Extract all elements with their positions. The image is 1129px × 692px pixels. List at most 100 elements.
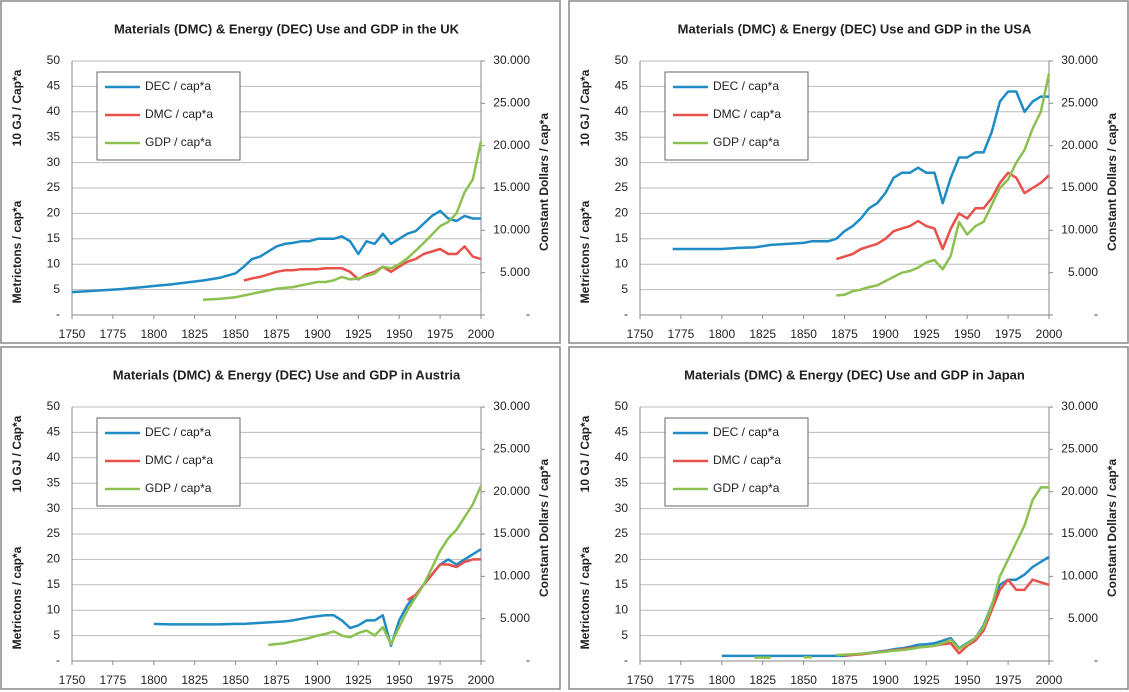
- y2-tick-label: 25.000: [493, 442, 530, 456]
- y-axis-label: Metrictons / cap*a: [10, 546, 24, 649]
- y2-tick-label: 15.000: [493, 526, 530, 540]
- y-tick-label: -: [56, 307, 60, 321]
- y-tick-label: 10: [615, 602, 629, 616]
- legend-label: DMC / cap*a: [713, 107, 781, 121]
- y-tick-label: 5: [53, 628, 60, 642]
- y-tick-label: 20: [615, 552, 629, 566]
- chart-panel: Materials (DMC) & Energy (DEC) Use and G…: [568, 346, 1129, 690]
- x-tick-label: 1750: [59, 673, 86, 687]
- y-tick-label: 40: [615, 104, 629, 118]
- y-tick-label: 15: [47, 577, 61, 591]
- y2-tick-label: -: [526, 307, 530, 321]
- y2-tick-label: -: [526, 653, 530, 667]
- y2-tick-label: 10.000: [1061, 223, 1098, 237]
- panel-frame: [0, 0, 561, 344]
- y2-tick-label: 15.000: [493, 180, 530, 194]
- chart-panel: Materials (DMC) & Energy (DEC) Use and G…: [0, 0, 561, 344]
- x-tick-label: 1775: [100, 673, 127, 687]
- y2-tick-label: 20.000: [1061, 484, 1098, 498]
- series-line: [672, 90, 1049, 251]
- y-tick-label: 20: [47, 206, 61, 220]
- y2-axis-label: Constant Dollars / cap*a: [537, 459, 551, 597]
- y-tick-label: 5: [621, 628, 628, 642]
- y-axis-label: 10 GJ / Cap*a: [10, 415, 24, 492]
- y2-tick-label: 30.000: [1061, 53, 1098, 67]
- y2-tick-label: 15.000: [1061, 180, 1098, 194]
- x-tick-label: 1750: [627, 673, 654, 687]
- y-tick-label: -: [624, 653, 628, 667]
- y-tick-label: 50: [47, 53, 61, 67]
- x-tick-label: 1875: [831, 673, 858, 687]
- y-tick-label: 45: [615, 79, 629, 93]
- y-tick-label: 15: [47, 231, 61, 245]
- chart-title: Materials (DMC) & Energy (DEC) Use and G…: [678, 21, 1032, 36]
- y-tick-label: 50: [47, 399, 61, 413]
- y-axis-label: Metrictons / cap*a: [578, 546, 592, 649]
- x-tick-label: 1825: [749, 673, 776, 687]
- legend-label: DEC / cap*a: [713, 425, 779, 439]
- x-tick-label: 2000: [1036, 673, 1063, 687]
- x-tick-label: 1950: [954, 673, 981, 687]
- x-tick-label: 1900: [304, 327, 331, 341]
- y-tick-label: 50: [615, 399, 629, 413]
- legend-label: DEC / cap*a: [713, 79, 779, 93]
- x-tick-label: 1850: [790, 327, 817, 341]
- y2-tick-label: 25.000: [1061, 96, 1098, 110]
- y-tick-label: 25: [615, 180, 629, 194]
- x-tick-label: 1950: [954, 327, 981, 341]
- y2-axis-label: Constant Dollars / cap*a: [537, 113, 551, 251]
- y-tick-label: 40: [47, 104, 61, 118]
- y2-axis-label: Constant Dollars / cap*a: [1105, 113, 1119, 251]
- y-tick-label: 35: [47, 129, 61, 143]
- y-tick-label: 5: [621, 282, 628, 296]
- x-tick-label: 1975: [427, 327, 454, 341]
- chart-title: Materials (DMC) & Energy (DEC) Use and G…: [684, 367, 1025, 382]
- series-line: [71, 209, 481, 294]
- y2-tick-label: -: [1094, 307, 1098, 321]
- x-tick-label: 1775: [668, 327, 695, 341]
- y-tick-label: 35: [615, 475, 629, 489]
- y-tick-label: 15: [615, 231, 629, 245]
- legend-label: DEC / cap*a: [145, 425, 211, 439]
- x-tick-label: 1925: [345, 673, 372, 687]
- panel-frame: [568, 346, 1129, 690]
- legend-label: GDP / cap*a: [145, 135, 212, 149]
- x-tick-label: 1950: [386, 327, 413, 341]
- y-tick-label: 20: [615, 206, 629, 220]
- chart-panel: Materials (DMC) & Energy (DEC) Use and G…: [568, 0, 1129, 344]
- y-tick-label: -: [624, 307, 628, 321]
- x-tick-label: 1900: [304, 673, 331, 687]
- x-tick-label: 1975: [995, 673, 1022, 687]
- y2-tick-label: 30.000: [493, 53, 530, 67]
- x-tick-label: 1875: [263, 327, 290, 341]
- x-tick-label: 2000: [468, 673, 495, 687]
- y2-tick-label: -: [1094, 653, 1098, 667]
- y-tick-label: 45: [47, 79, 61, 93]
- x-tick-label: 1975: [427, 673, 454, 687]
- y-tick-label: 40: [615, 450, 629, 464]
- y-tick-label: 45: [615, 425, 629, 439]
- y2-tick-label: 10.000: [493, 569, 530, 583]
- y-tick-label: 30: [615, 501, 629, 515]
- legend-label: DMC / cap*a: [713, 453, 781, 467]
- x-tick-label: 1825: [181, 327, 208, 341]
- y2-tick-label: 15.000: [1061, 526, 1098, 540]
- x-tick-label: 1875: [831, 327, 858, 341]
- y-tick-label: 10: [47, 256, 61, 270]
- x-tick-label: 1750: [627, 327, 654, 341]
- y2-tick-label: 25.000: [493, 96, 530, 110]
- y2-tick-label: 5.000: [500, 611, 530, 625]
- x-tick-label: 1825: [181, 673, 208, 687]
- x-tick-label: 1925: [345, 327, 372, 341]
- x-tick-label: 1900: [872, 673, 899, 687]
- chart-panel: Materials (DMC) & Energy (DEC) Use and G…: [0, 346, 561, 690]
- x-tick-label: 1775: [100, 327, 127, 341]
- y-axis-label: 10 GJ / Cap*a: [10, 69, 24, 146]
- y2-tick-label: 30.000: [493, 399, 530, 413]
- legend-label: GDP / cap*a: [713, 135, 780, 149]
- y-tick-label: 15: [615, 577, 629, 591]
- x-tick-label: 2000: [1036, 327, 1063, 341]
- y2-tick-label: 10.000: [1061, 569, 1098, 583]
- y-tick-label: 35: [47, 475, 61, 489]
